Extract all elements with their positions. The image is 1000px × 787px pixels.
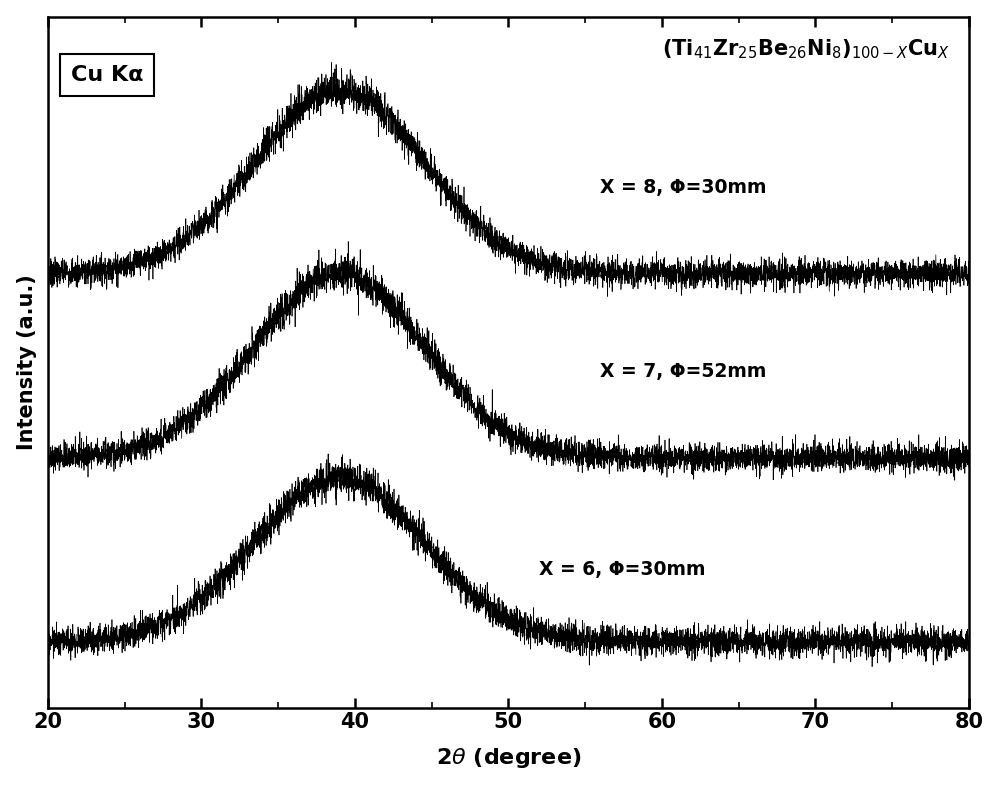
Y-axis label: Intensity (a.u.): Intensity (a.u.) <box>17 274 37 450</box>
Text: X = 7, Φ=52mm: X = 7, Φ=52mm <box>600 363 767 382</box>
Text: X = 6, Φ=30mm: X = 6, Φ=30mm <box>539 560 706 579</box>
X-axis label: 2$\theta$ (degree): 2$\theta$ (degree) <box>436 746 581 770</box>
Text: (Ti$_{41}$Zr$_{25}$Be$_{26}$Ni$_8$)$_{100-X}$Cu$_X$: (Ti$_{41}$Zr$_{25}$Be$_{26}$Ni$_8$)$_{10… <box>662 38 950 61</box>
Text: X = 8, Φ=30mm: X = 8, Φ=30mm <box>600 178 767 198</box>
Text: Cu Kα: Cu Kα <box>71 65 143 85</box>
